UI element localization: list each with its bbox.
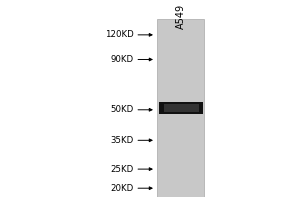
Bar xyxy=(158,19,205,197)
Bar xyxy=(164,104,199,112)
Text: 35KD: 35KD xyxy=(111,136,134,145)
Text: 90KD: 90KD xyxy=(111,55,134,64)
Text: A549: A549 xyxy=(176,4,186,29)
Text: 120KD: 120KD xyxy=(105,30,134,39)
Text: 25KD: 25KD xyxy=(111,165,134,174)
Text: 20KD: 20KD xyxy=(111,184,134,193)
Text: 50KD: 50KD xyxy=(111,105,134,114)
Bar xyxy=(159,102,203,114)
